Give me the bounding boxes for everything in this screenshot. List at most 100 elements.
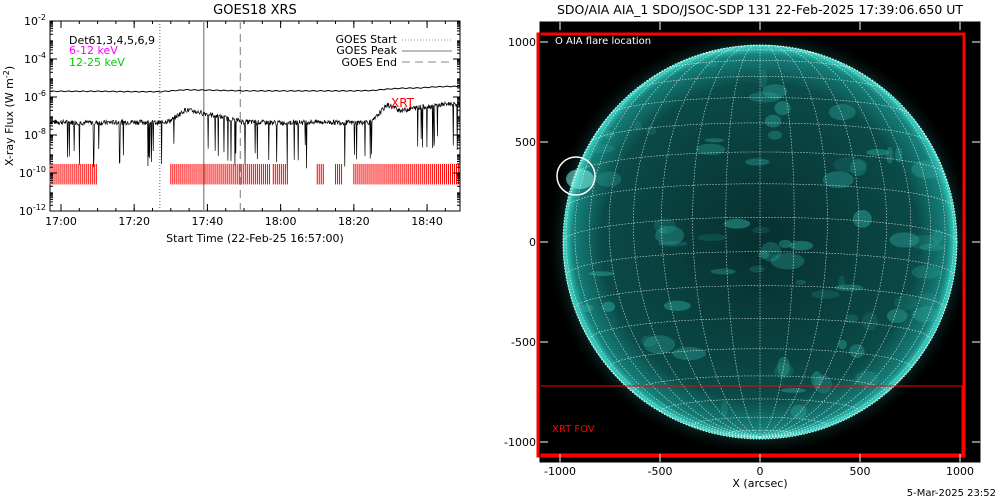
longitude-line — [589, 50, 761, 438]
bright-region — [886, 146, 894, 164]
bright-region — [781, 387, 806, 393]
xrt-label: XRT — [391, 96, 415, 110]
bright-region — [643, 335, 676, 354]
longitude-line — [759, 57, 946, 438]
longitude-line — [759, 45, 887, 438]
bright-region — [659, 225, 668, 234]
latitude-line — [589, 317, 931, 340]
bright-region — [774, 101, 791, 116]
bright-region — [811, 290, 840, 299]
latitude-line — [661, 398, 859, 412]
bright-region — [745, 158, 770, 166]
bright-region — [919, 293, 938, 309]
y-tick-label: 10-2 — [24, 13, 46, 28]
bright-region — [912, 306, 939, 323]
latitude-line — [575, 151, 945, 174]
bright-region — [585, 144, 616, 154]
xrt-fov-label: XRT FOV — [552, 424, 595, 435]
y-tick-label-base: 10 — [24, 53, 38, 66]
bright-region — [672, 347, 707, 361]
y-tick-label-base: 10 — [24, 15, 38, 28]
aia-y-tick-label: -1000 — [504, 436, 536, 449]
x-tick-label: 17:40 — [192, 215, 224, 228]
xrt-fov-box — [536, 32, 966, 458]
bright-region — [723, 218, 751, 229]
series-long-channel — [49, 85, 461, 93]
bright-region — [894, 147, 903, 163]
latitude-line — [565, 183, 955, 208]
band-12-25-label: 12-25 keV — [69, 56, 125, 69]
x-tick-label: 18:00 — [265, 215, 297, 228]
bright-region — [855, 371, 880, 388]
bright-region — [833, 157, 868, 173]
longitude-line — [661, 45, 761, 438]
bright-region — [770, 252, 805, 270]
y-tick-label: 10-12 — [19, 203, 46, 218]
y-tick-label: 10-10 — [19, 165, 46, 180]
bright-region — [834, 284, 864, 292]
goes-legend: GOES Start GOES Peak GOES End — [336, 33, 452, 69]
aia-y-tick-label: -500 — [511, 336, 536, 349]
bright-region — [862, 312, 878, 331]
bright-region — [919, 243, 946, 251]
bright-region — [911, 265, 941, 279]
x-tick-label: 18:20 — [338, 215, 370, 228]
y-tick-label-base: 10 — [24, 129, 38, 142]
bright-region — [773, 363, 794, 379]
detectors-label: Det61,3,4,5,6,9 — [69, 34, 155, 47]
y-tick-label: 10-6 — [24, 89, 46, 104]
bright-region — [822, 171, 854, 189]
bright-region — [749, 265, 765, 273]
bright-region — [710, 268, 736, 275]
solar-limb — [562, 44, 958, 440]
bright-region — [908, 235, 939, 250]
bright-region — [580, 304, 593, 313]
y-tick-label-exp: -10 — [33, 165, 46, 174]
latitude-line — [590, 122, 930, 143]
bright-region — [759, 68, 768, 89]
bright-region — [748, 92, 781, 103]
bright-region — [653, 218, 677, 234]
aia-panel: SDO/AIA AIA_1 SDO/JSOC-SDP 131 22-Feb-20… — [504, 2, 981, 490]
bright-region — [595, 171, 622, 187]
longitude-line — [759, 45, 795, 438]
longitude-line — [608, 47, 761, 438]
bright-region — [828, 104, 856, 121]
bright-region — [778, 239, 792, 249]
bright-region — [721, 400, 729, 417]
aia-title: SDO/AIA AIA_1 SDO/JSOC-SDP 131 22-Feb-20… — [557, 2, 963, 17]
longitude-line — [692, 45, 761, 438]
bright-region — [695, 143, 726, 155]
bright-region — [849, 344, 865, 358]
bright-region — [790, 404, 807, 419]
longitude-line — [759, 45, 859, 438]
longitude-line — [759, 241, 957, 438]
longitude-line — [565, 85, 761, 438]
latitude-line — [736, 45, 784, 47]
x-tick-label: 18:40 — [411, 215, 443, 228]
bright-region — [838, 275, 846, 290]
goes-panel: GOES18 XRS 10-210-410-610-810-1010-1217:… — [2, 3, 461, 245]
bright-region — [852, 209, 872, 228]
bright-region — [588, 271, 615, 277]
latitude-line — [565, 251, 955, 276]
aia-x-tick-label: 1000 — [946, 465, 974, 478]
flare-location-circle — [556, 156, 596, 196]
heliographic-grid — [563, 45, 957, 438]
longitude-line — [633, 45, 761, 438]
longitude-line — [563, 241, 761, 438]
bright-region — [894, 294, 919, 311]
bright-region — [634, 121, 642, 131]
bright-region — [931, 229, 943, 245]
aia-x-tick-label: -1000 — [544, 465, 576, 478]
longitude-line — [759, 85, 955, 438]
bright-region — [752, 226, 770, 234]
x-tick-label: 17:20 — [118, 215, 150, 228]
bright-region — [814, 374, 832, 394]
goes-title: GOES18 XRS — [213, 3, 297, 18]
y-tick-label-exp: -4 — [38, 51, 46, 60]
bright-region — [795, 279, 807, 285]
bright-region — [845, 314, 858, 324]
